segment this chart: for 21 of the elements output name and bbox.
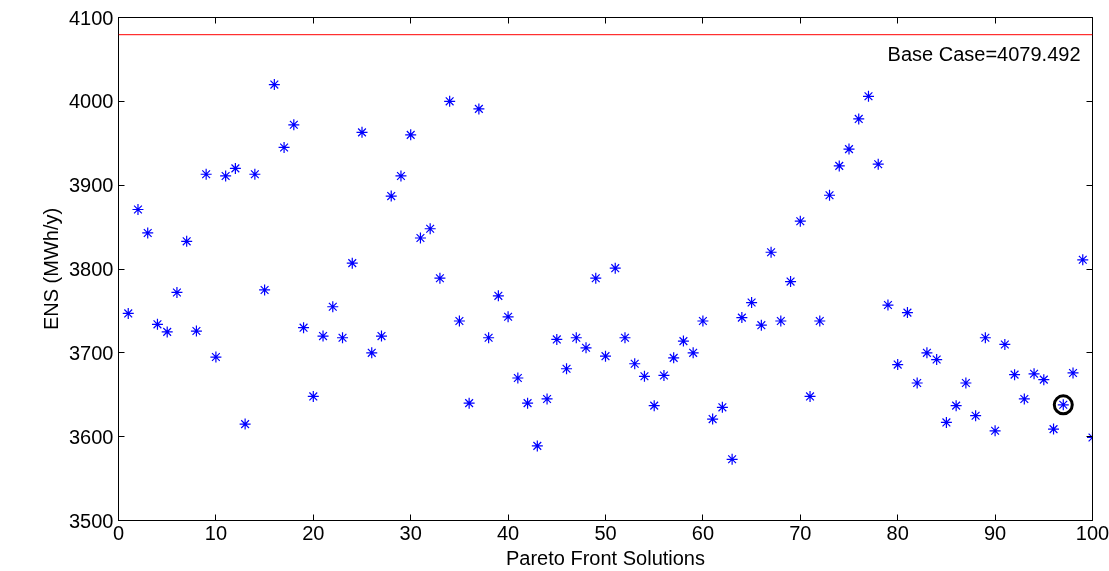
- x-tick-label: 10: [204, 521, 228, 544]
- x-tick-label: 50: [594, 521, 617, 544]
- x-tick-label: 80: [886, 521, 909, 544]
- y-tick-label: 3900: [69, 174, 114, 197]
- x-tick-label: 100: [1075, 521, 1109, 544]
- y-tick-label: 3800: [69, 258, 114, 280]
- x-tick-label: 70: [789, 521, 812, 544]
- y-tick-label: 4100: [69, 6, 114, 29]
- ref-line-label: Base Case=4079.492: [887, 42, 1081, 65]
- x-tick-label: 30: [399, 521, 422, 544]
- y-tick-label: 3500: [69, 509, 114, 532]
- y-tick-label: 4000: [69, 90, 114, 113]
- y-axis-title: ENS (MWh/y): [40, 207, 63, 331]
- x-tick-label: 0: [112, 521, 125, 544]
- x-axis-title: Pareto Front Solutions: [506, 546, 705, 569]
- x-tick-label: 40: [496, 521, 520, 544]
- x-tick-label: 20: [302, 521, 325, 544]
- y-tick-label: 3700: [69, 341, 114, 364]
- y-tick-label: 3600: [69, 425, 114, 448]
- x-tick-label: 60: [691, 521, 715, 544]
- x-tick-label: 90: [983, 521, 1007, 544]
